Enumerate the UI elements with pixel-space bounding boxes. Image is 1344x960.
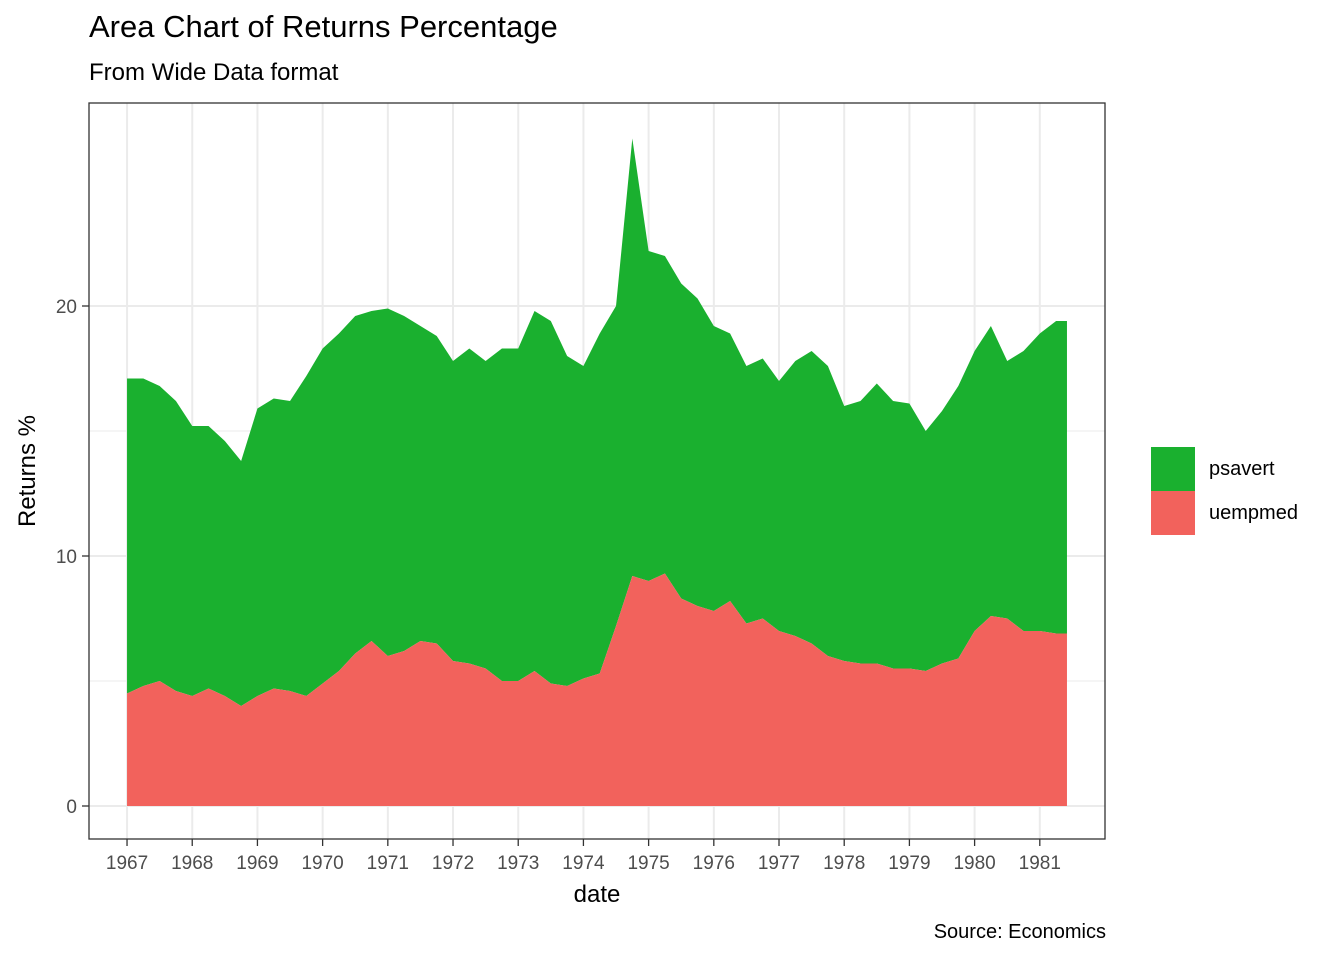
legend-key-psavert [1151, 447, 1195, 491]
x-tick-label: 1975 [627, 853, 669, 874]
legend-key-uempmed [1151, 491, 1195, 535]
x-tick-label: 1969 [236, 853, 278, 874]
legend: psavert uempmed [1151, 447, 1298, 535]
y-tick-label: 20 [56, 297, 77, 318]
series-area-uempmed [127, 573, 1067, 806]
series-area-psavert [127, 138, 1067, 706]
x-tick-label: 1968 [171, 853, 213, 874]
x-tick-label: 1976 [693, 853, 735, 874]
chart-title: Area Chart of Returns Percentage [89, 9, 558, 44]
y-tick-label: 10 [56, 547, 77, 568]
x-tick-label: 1972 [432, 853, 474, 874]
x-tick-label: 1970 [301, 853, 343, 874]
chart-subtitle: From Wide Data format [89, 59, 339, 86]
legend-label-psavert: psavert [1209, 457, 1275, 480]
y-tick-label: 0 [66, 797, 77, 818]
chart-caption: Source: Economics [933, 921, 1106, 943]
panel-border [88, 102, 1106, 840]
x-tick-label: 1967 [106, 853, 148, 874]
x-axis-label: date [574, 881, 621, 908]
legend-item-uempmed: uempmed [1151, 491, 1298, 535]
x-tick-label: 1973 [497, 853, 539, 874]
x-tick-label: 1979 [888, 853, 930, 874]
x-tick-label: 1978 [823, 853, 865, 874]
x-tick-label: 1977 [758, 853, 800, 874]
legend-item-psavert: psavert [1151, 447, 1298, 491]
x-tick-label: 1971 [367, 853, 409, 874]
y-axis-label: Returns % [14, 415, 41, 527]
legend-label-uempmed: uempmed [1209, 501, 1298, 524]
x-tick-label: 1981 [1019, 853, 1061, 874]
x-tick-label: 1980 [953, 853, 995, 874]
x-tick-label: 1974 [562, 853, 605, 874]
